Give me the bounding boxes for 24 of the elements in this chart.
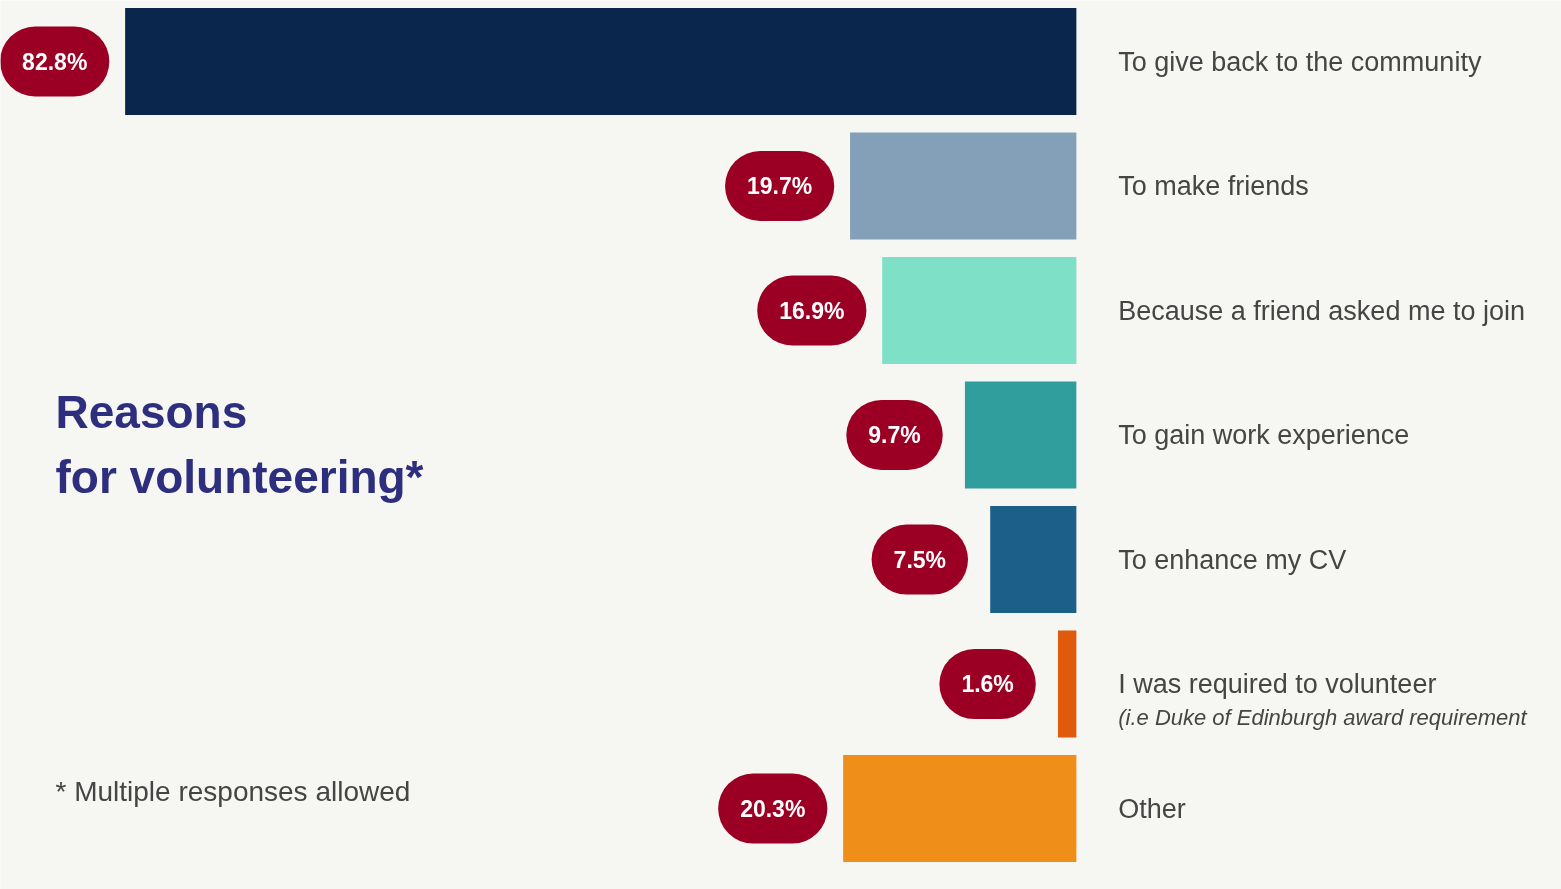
y-tick-label: Because a friend asked me to join bbox=[1118, 295, 1525, 326]
y-tick-label: I was required to volunteer bbox=[1118, 669, 1437, 700]
bar bbox=[125, 7, 1077, 116]
data-label: 20.3% bbox=[740, 795, 806, 822]
text: (i.e Duke of Edinburgh award requirement bbox=[1118, 705, 1528, 731]
y-tick-label: To give back to the community bbox=[1118, 46, 1482, 77]
bar bbox=[990, 506, 1077, 614]
bar bbox=[964, 381, 1077, 489]
text: Reasons for volunteering* bbox=[55, 385, 424, 503]
bar bbox=[850, 132, 1077, 240]
data-label: 1.6% bbox=[961, 671, 1014, 698]
y-tick-label: To enhance my CV bbox=[1118, 544, 1347, 575]
data-label: 9.7% bbox=[868, 422, 921, 449]
y-tick-label: To make friends bbox=[1118, 171, 1309, 202]
bar bbox=[1057, 630, 1077, 738]
bar bbox=[882, 256, 1077, 365]
data-label: 19.7% bbox=[747, 173, 813, 200]
data-label: 7.5% bbox=[893, 546, 947, 573]
annotation: * Multiple responses allowed bbox=[55, 776, 411, 807]
bar bbox=[843, 755, 1077, 863]
data-label: 82.8% bbox=[22, 48, 88, 75]
y-tick-label: To gain work experience bbox=[1118, 420, 1410, 451]
data-label: 16.9% bbox=[779, 297, 845, 324]
y-tick-label: Other bbox=[1118, 793, 1186, 824]
